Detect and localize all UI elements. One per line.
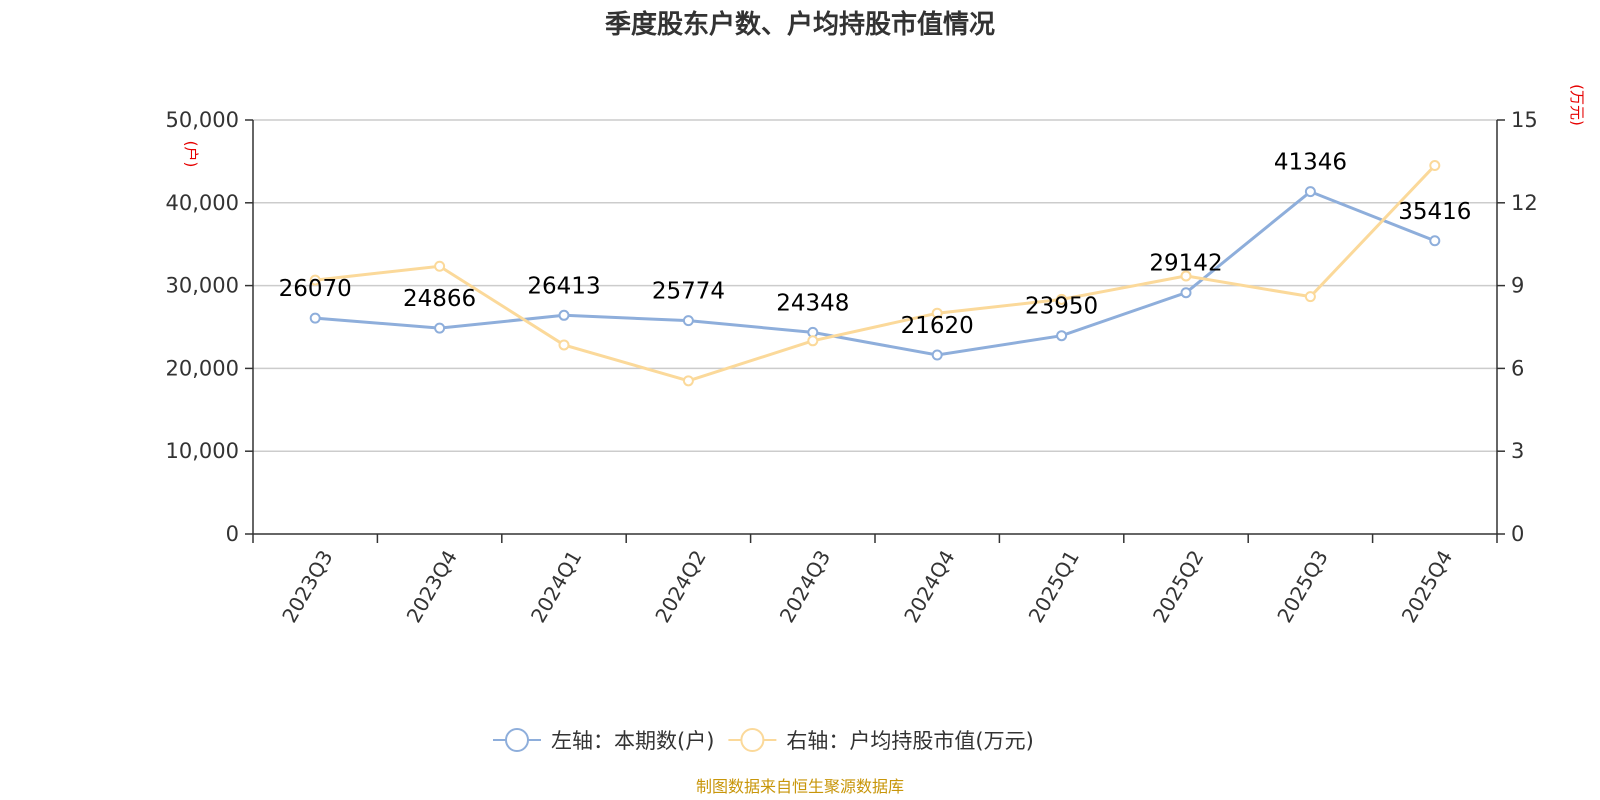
x-tick-label: 2024Q1 — [526, 546, 586, 627]
data-point — [1429, 160, 1441, 172]
data-label: 21620 — [901, 313, 974, 339]
series-layer — [309, 160, 1441, 387]
data-label: 26413 — [527, 273, 600, 299]
x-tick-label: 2025Q4 — [1397, 546, 1457, 627]
right-tick-label: 15 — [1511, 108, 1538, 132]
legend-marker — [740, 728, 765, 752]
data-label: 26070 — [279, 276, 352, 302]
left-axis-unit: (户) — [182, 141, 200, 168]
data-labels: 26070 24866 26413 25774 24348 21620 23950 29142… — [279, 150, 1472, 339]
data-point — [1180, 287, 1192, 299]
x-tick-label: 2023Q3 — [277, 546, 337, 627]
left-tick-label: 40,000 — [166, 191, 239, 215]
data-point — [558, 339, 570, 351]
x-tick-label: 2024Q2 — [650, 546, 710, 627]
left-tick-label: 30,000 — [166, 274, 239, 298]
data-point — [309, 312, 321, 324]
data-label: 25774 — [652, 279, 725, 305]
legend-entry: 左轴：本期数(户) — [551, 729, 714, 753]
right-tick-label: 9 — [1511, 274, 1524, 298]
series-line — [315, 189, 1436, 357]
data-point — [1429, 235, 1441, 247]
x-tick-label: 2024Q3 — [775, 546, 835, 627]
right-tick-label: 0 — [1511, 522, 1524, 546]
x-tick-label: 2023Q4 — [402, 546, 462, 627]
data-point — [1056, 293, 1068, 305]
source-note: 制图数据来自恒生聚源数据库 — [696, 777, 904, 796]
left-tick-label: 0 — [226, 522, 239, 546]
chart-title: 季度股东户数、户均持股市值情况 — [605, 9, 995, 40]
data-point — [309, 274, 321, 286]
data-point — [807, 335, 819, 347]
data-point — [931, 307, 943, 319]
data-label: 35416 — [1398, 199, 1471, 225]
data-point — [434, 322, 446, 334]
left-tick-label: 50,000 — [166, 108, 239, 132]
data-point — [1304, 186, 1316, 198]
legend: 左轴：本期数(户) 右轴：户均持股市值(万元) — [493, 728, 1034, 753]
grid — [253, 119, 1497, 452]
right-tick-label: 6 — [1511, 356, 1524, 380]
data-point — [931, 349, 943, 361]
right-tick-label: 12 — [1511, 191, 1538, 215]
left-tick-label: 10,000 — [166, 439, 239, 463]
x-tick-label: 2025Q3 — [1272, 546, 1332, 627]
data-label: 23950 — [1025, 294, 1098, 320]
right-tick-label: 3 — [1511, 439, 1524, 463]
x-tick-label: 2025Q2 — [1148, 546, 1208, 627]
data-label: 24348 — [776, 290, 849, 316]
data-label: 29142 — [1149, 251, 1222, 277]
legend-marker — [505, 728, 529, 752]
data-point — [434, 260, 446, 272]
data-point — [1180, 270, 1192, 282]
legend-entry: 右轴：户均持股市值(万元) — [786, 729, 1033, 753]
data-label: 41346 — [1274, 150, 1347, 176]
data-point — [682, 375, 694, 387]
data-point — [682, 315, 694, 327]
data-point — [1056, 330, 1068, 342]
data-point — [1304, 291, 1316, 303]
axes: 0 0 10,000 3 20,000 6 30,000 9 40,000 12 50,000 15 2… — [166, 108, 1538, 627]
right-axis-unit: (万元) — [1568, 84, 1586, 126]
x-tick-label: 2024Q4 — [899, 546, 959, 627]
series-line — [315, 164, 1436, 383]
data-point — [558, 309, 570, 321]
x-tick-label: 2025Q1 — [1024, 546, 1084, 627]
data-label: 24866 — [403, 286, 476, 312]
left-tick-label: 20,000 — [166, 356, 239, 380]
